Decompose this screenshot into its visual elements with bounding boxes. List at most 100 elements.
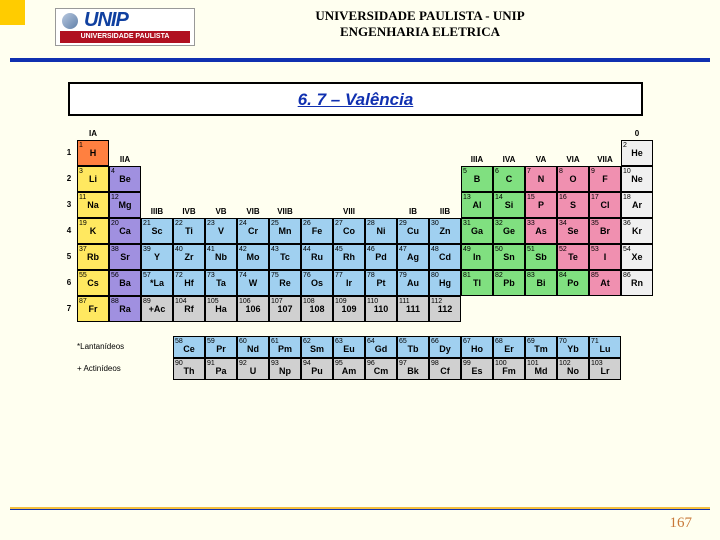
element-cell: 36Kr [621,218,653,244]
element-cell: 65Tb [397,336,429,358]
logo-subtitle: UNIVERSIDADE PAULISTA [60,31,190,43]
group-label: VA [525,155,557,164]
element-cell: 51Sb [525,244,557,270]
element-cell: 109109 [333,296,365,322]
element-cell: 22Ti [173,218,205,244]
group-label: 0 [621,129,653,138]
logo: UNIP UNIVERSIDADE PAULISTA [55,8,195,46]
period-number: 2 [63,174,75,183]
period-number: 3 [63,200,75,209]
element-cell: 14Si [493,192,525,218]
element-cell: 67Ho [461,336,493,358]
element-cell: 39Y [141,244,173,270]
element-cell: 27Co [333,218,365,244]
footer-rule [10,507,710,510]
logo-text: UNIP [84,9,128,32]
element-cell: 62Sm [301,336,333,358]
element-cell: 35Br [589,218,621,244]
element-cell: 98Cf [429,358,461,380]
periodic-table: IAIIAIIIBIVBVBVIBVIIBVIIIIBIIBIIIAIVAVAV… [55,128,665,383]
section-title: 6. 7 – Valência [298,90,414,109]
group-label: IIIA [461,155,493,164]
group-label: IIIB [141,207,173,216]
element-cell: 103Lr [589,358,621,380]
element-cell: 66Dy [429,336,461,358]
element-cell: 76Os [301,270,333,296]
element-cell: 106106 [237,296,269,322]
header-rule [10,58,710,62]
group-label: IVA [493,155,525,164]
element-cell: 85At [589,270,621,296]
element-cell: 41Nb [205,244,237,270]
element-cell: 93Np [269,358,301,380]
element-cell: 55Cs [77,270,109,296]
element-cell: 63Eu [333,336,365,358]
element-cell: 1H [77,140,109,166]
group-label: IIA [109,155,141,164]
period-number: 7 [63,304,75,313]
element-cell: 31Ga [461,218,493,244]
element-cell: 23V [205,218,237,244]
element-cell: 88Ra [109,296,141,322]
element-cell: 7N [525,166,557,192]
element-cell: 111111 [397,296,429,322]
group-label: VB [205,207,237,216]
element-cell: 32Ge [493,218,525,244]
element-cell: 40Zr [173,244,205,270]
element-cell: 97Bk [397,358,429,380]
period-number: 1 [63,148,75,157]
group-label: IVB [173,207,205,216]
element-cell: 110110 [365,296,397,322]
element-cell: 96Cm [365,358,397,380]
element-cell: 3Li [77,166,109,192]
element-cell: 70Yb [557,336,589,358]
element-cell: 45Rh [333,244,365,270]
element-cell: 19K [77,218,109,244]
group-label: VIIB [269,207,301,216]
element-cell: 91Pa [205,358,237,380]
element-cell: 102No [557,358,589,380]
element-cell: 105Ha [205,296,237,322]
element-cell: 20Ca [109,218,141,244]
element-cell: 81Tl [461,270,493,296]
element-cell: 68Er [493,336,525,358]
element-cell: 79Au [397,270,429,296]
section-title-box: 6. 7 – Valência [68,82,643,116]
element-cell: 71Lu [589,336,621,358]
element-cell: 26Fe [301,218,333,244]
element-cell: 11Na [77,192,109,218]
lanthanides-label: *Lantanídeos [77,342,124,351]
element-cell: 101Md [525,358,557,380]
element-cell: 42Mo [237,244,269,270]
element-cell: 56Ba [109,270,141,296]
group-label: VIB [237,207,269,216]
element-cell: 80Hg [429,270,461,296]
element-cell: 29Cu [397,218,429,244]
element-cell: 59Pr [205,336,237,358]
element-cell: 30Zn [429,218,461,244]
element-cell: 60Nd [237,336,269,358]
element-cell: 83Bi [525,270,557,296]
element-cell: 33As [525,218,557,244]
element-cell: 64Gd [365,336,397,358]
element-cell: 16S [557,192,589,218]
element-cell: 15P [525,192,557,218]
element-cell: 44Ru [301,244,333,270]
element-cell: 77Ir [333,270,365,296]
logo-globe-icon [62,13,78,29]
element-cell: 99Es [461,358,493,380]
period-number: 5 [63,252,75,261]
element-cell: 24Cr [237,218,269,244]
group-label: VIII [333,207,365,216]
element-cell: 94Pu [301,358,333,380]
element-cell: 25Mn [269,218,301,244]
header-line2: ENGENHARIA ELETRICA [290,24,550,40]
element-cell: 95Am [333,358,365,380]
element-cell: 49In [461,244,493,270]
element-cell: 48Cd [429,244,461,270]
element-cell: 9F [589,166,621,192]
element-cell: 75Re [269,270,301,296]
element-cell: 108108 [301,296,333,322]
element-cell: 8O [557,166,589,192]
period-number: 6 [63,278,75,287]
